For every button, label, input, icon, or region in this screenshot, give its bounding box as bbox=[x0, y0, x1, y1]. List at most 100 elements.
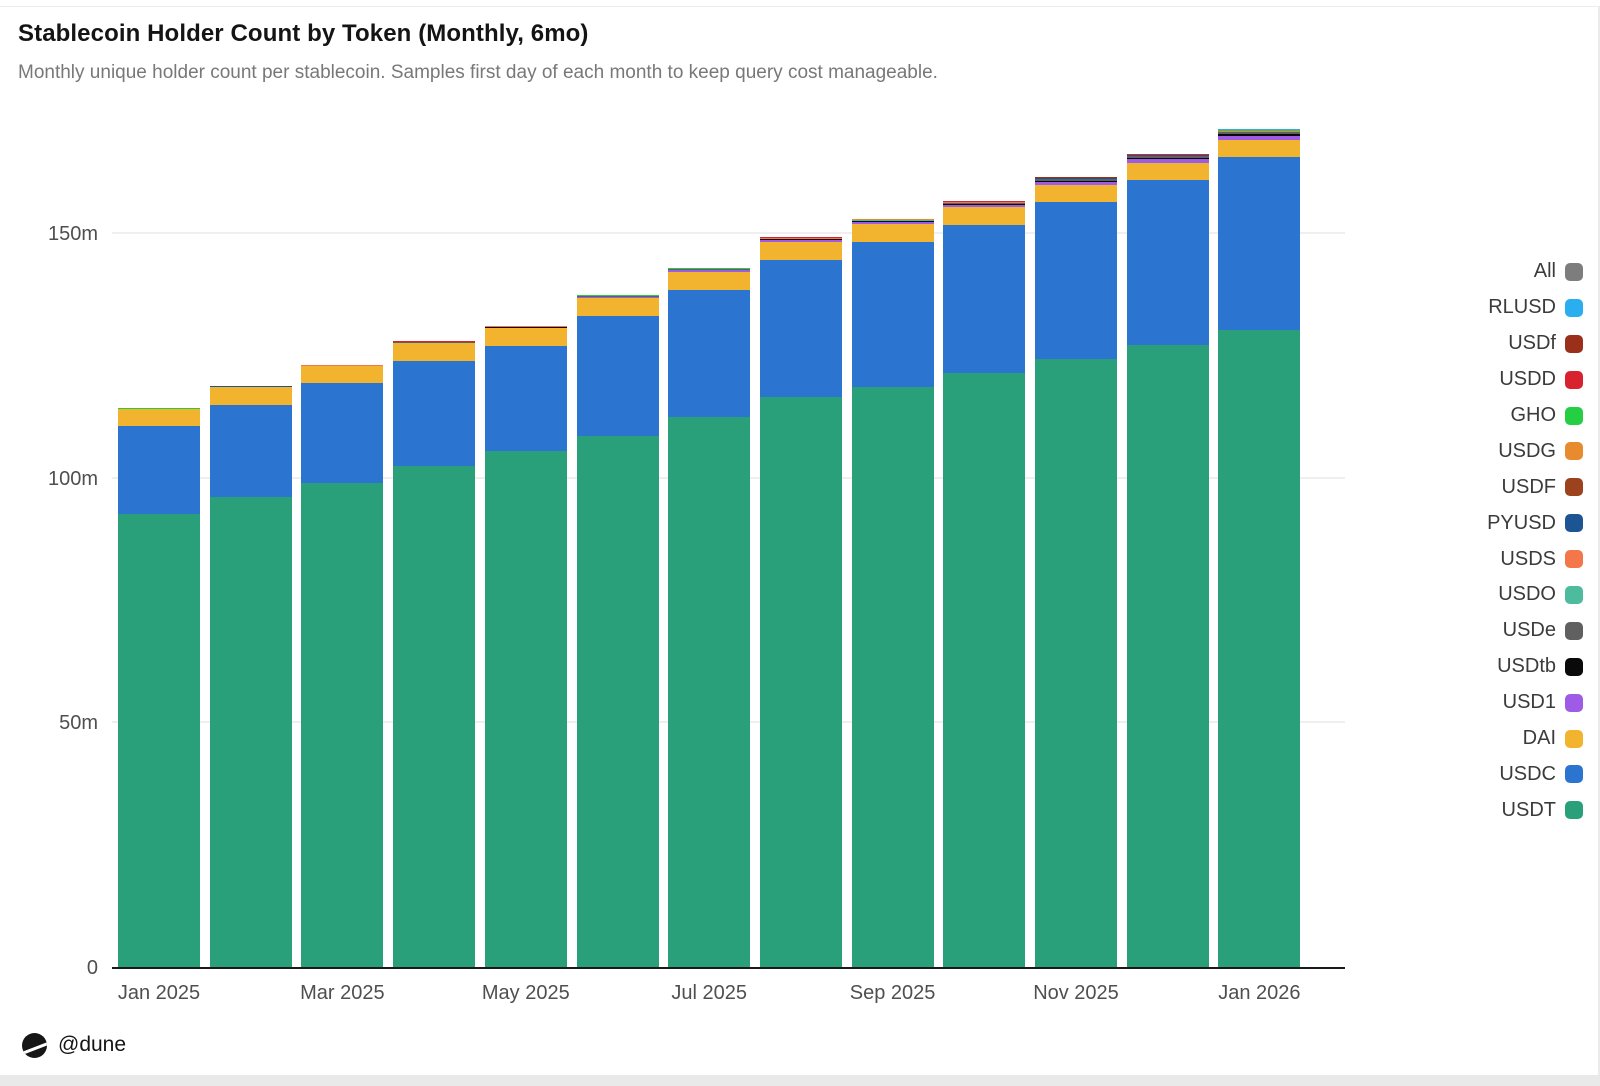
x-axis-tick-label: Jan 2026 bbox=[1218, 982, 1301, 1004]
bar-segment-USDT bbox=[759, 397, 842, 968]
bar-column[interactable] bbox=[484, 110, 567, 968]
bar-segment-USDtb bbox=[851, 221, 934, 223]
bar-segment-USDC bbox=[576, 315, 659, 437]
legend-label: USDC bbox=[1499, 762, 1556, 785]
chart-title: Stablecoin Holder Count by Token (Monthl… bbox=[18, 20, 589, 47]
bar-segment-USDC bbox=[118, 426, 200, 514]
bar-segment-USDC bbox=[209, 405, 292, 497]
legend-swatch bbox=[1565, 514, 1583, 533]
legend-item-USDC[interactable]: USDC bbox=[1487, 756, 1583, 792]
bar-column[interactable] bbox=[668, 110, 751, 968]
attribution-link[interactable]: @dune bbox=[58, 1033, 127, 1056]
legend-label: USD1 bbox=[1502, 691, 1556, 714]
bar-segment-USDC bbox=[943, 224, 1026, 373]
legend-item-GHO[interactable]: GHO bbox=[1487, 398, 1583, 434]
bar-column[interactable] bbox=[1218, 110, 1301, 968]
bar-segment-USDC bbox=[1035, 201, 1117, 359]
legend-label: USDO bbox=[1498, 583, 1556, 606]
bottom-strip bbox=[0, 1075, 1600, 1086]
legend-item-USD1[interactable]: USD1 bbox=[1487, 685, 1583, 721]
x-axis-tick-label: Nov 2025 bbox=[1033, 982, 1119, 1004]
bar-segment-DAI bbox=[209, 387, 292, 406]
legend-item-All[interactable]: All bbox=[1487, 254, 1583, 290]
legend-label: GHO bbox=[1510, 404, 1556, 426]
legend-item-DAI[interactable]: DAI bbox=[1487, 721, 1583, 757]
legend-label: USDS bbox=[1500, 547, 1556, 570]
legend-swatch bbox=[1565, 729, 1583, 748]
bar-segment-USDC bbox=[851, 241, 934, 388]
bar-segment-USDS bbox=[1126, 155, 1209, 157]
legend-item-USDtb[interactable]: USDtb bbox=[1487, 649, 1583, 685]
bar-segment-USDT bbox=[484, 451, 567, 968]
bar-segment-USD1 bbox=[1126, 159, 1209, 163]
bar-segment-DAI bbox=[1035, 184, 1117, 202]
legend-item-USDf[interactable]: USDf bbox=[1487, 326, 1583, 362]
bar-segment-USDC bbox=[484, 346, 567, 452]
bar-segment-DAI bbox=[1218, 139, 1301, 158]
legend-swatch bbox=[1565, 334, 1583, 353]
bar-segment-USDe bbox=[1126, 156, 1209, 158]
bar-segment-USDe bbox=[943, 202, 1026, 204]
legend-swatch bbox=[1565, 478, 1583, 497]
bar-segment-USDT bbox=[118, 513, 200, 968]
legend-item-USDT[interactable]: USDT bbox=[1487, 792, 1583, 828]
legend-item-USDG[interactable]: USDG bbox=[1487, 433, 1583, 469]
legend-label: PYUSD bbox=[1487, 511, 1556, 534]
legend-label: USDtb bbox=[1497, 655, 1556, 678]
legend-item-RLUSD[interactable]: RLUSD bbox=[1487, 290, 1583, 326]
x-axis-tick-label: Sep 2025 bbox=[849, 982, 936, 1004]
legend-swatch bbox=[1565, 370, 1583, 389]
bar-segment-DAI bbox=[943, 207, 1026, 225]
bar-segment-USDS bbox=[1035, 178, 1117, 180]
bar-column[interactable] bbox=[301, 110, 384, 968]
bar-segment-USDe bbox=[851, 220, 934, 222]
card-right-border bbox=[1598, 6, 1600, 1076]
bar-segment-USDS bbox=[1218, 131, 1301, 133]
y-axis-tick-label: 50m bbox=[59, 712, 98, 735]
dune-logo-icon bbox=[22, 1032, 47, 1058]
legend-item-USDD[interactable]: USDD bbox=[1487, 362, 1583, 398]
legend-label: All bbox=[1533, 260, 1556, 283]
bar-segment-DAI bbox=[576, 298, 659, 316]
bar-segment-USDT bbox=[851, 387, 934, 968]
legend: All RLUSD USDf USDD GHO USDG USDF PYUSD USDS USDO… bbox=[1487, 254, 1583, 828]
plot-area: 0 50m 100m 150m Jan 2025 Mar 2025 May 2025 Jul… bbox=[48, 110, 1345, 1004]
bar-segment-USDtb bbox=[1218, 134, 1301, 136]
bar-column[interactable] bbox=[851, 110, 934, 968]
legend-item-USDF[interactable]: USDF bbox=[1487, 469, 1583, 505]
bar-column[interactable] bbox=[1126, 110, 1209, 968]
x-axis-tick-label: Jul 2025 bbox=[671, 982, 747, 1004]
bar-segment-USDT bbox=[1126, 345, 1209, 968]
bar-segment-USDe bbox=[759, 238, 842, 240]
legend-swatch bbox=[1565, 657, 1583, 676]
bar-column[interactable] bbox=[576, 110, 659, 968]
legend-swatch bbox=[1565, 693, 1583, 712]
chart-subtitle: Monthly unique holder count per stableco… bbox=[18, 62, 938, 83]
legend-label: USDG bbox=[1498, 439, 1556, 462]
bar-segment-USD1 bbox=[759, 239, 842, 242]
bar-segment-USD1 bbox=[668, 270, 751, 273]
legend-label: USDe bbox=[1502, 619, 1556, 642]
x-axis-tick-label: May 2025 bbox=[481, 982, 570, 1004]
legend-item-PYUSD[interactable]: PYUSD bbox=[1487, 505, 1583, 541]
bar-column[interactable] bbox=[1035, 110, 1117, 968]
bar-segment-USDC bbox=[301, 383, 384, 483]
bar-segment-USD1 bbox=[943, 204, 1026, 208]
bar-segment-DAI bbox=[301, 366, 384, 384]
x-axis-tick-label: Jan 2025 bbox=[117, 982, 201, 1004]
legend-item-USDO[interactable]: USDO bbox=[1487, 577, 1583, 613]
bar-column[interactable] bbox=[393, 110, 476, 968]
bar-segment-USDC bbox=[759, 260, 842, 398]
legend-label: RLUSD bbox=[1488, 296, 1556, 319]
bar-segment-USDT bbox=[393, 466, 476, 968]
legend-item-USDS[interactable]: USDS bbox=[1487, 541, 1583, 577]
legend-item-USDe[interactable]: USDe bbox=[1487, 613, 1583, 649]
bar-segment-DAI bbox=[118, 409, 200, 427]
bar-column[interactable] bbox=[209, 110, 292, 968]
bar-column[interactable] bbox=[759, 110, 842, 968]
bar-column[interactable] bbox=[943, 110, 1026, 968]
bar-segment-USDtb bbox=[759, 239, 842, 240]
bar-column[interactable] bbox=[118, 110, 200, 968]
footer: @dune bbox=[22, 1031, 126, 1059]
legend-swatch bbox=[1565, 550, 1583, 569]
